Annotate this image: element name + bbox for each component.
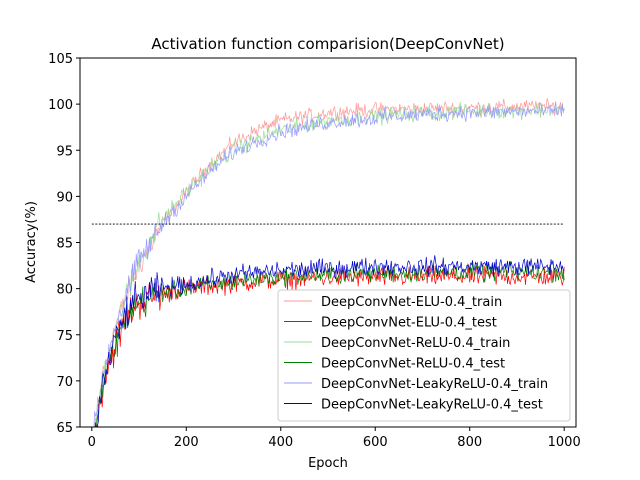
legend-label: DeepConvNet-ReLU-0.4_test [321, 357, 505, 372]
y-tick-label: 80 [56, 283, 73, 298]
y-axis: 65 70 75 80 85 90 95 100 105 [48, 52, 80, 436]
x-axis: 0 200 400 600 800 1000 [88, 427, 581, 450]
x-tick-label: 200 [174, 435, 199, 450]
legend-label: DeepConvNet-ReLU-0.4_train [321, 336, 510, 351]
legend-label: DeepConvNet-ELU-0.4_test [321, 316, 497, 331]
x-axis-label: Epoch [308, 456, 348, 471]
y-tick-label: 95 [56, 144, 73, 159]
y-tick-label: 85 [56, 237, 73, 252]
series-layer [93, 98, 565, 427]
series-line-3 [95, 261, 565, 427]
y-tick-label: 65 [56, 421, 73, 436]
x-tick-label: 600 [363, 435, 388, 450]
series-line-5 [95, 255, 565, 427]
legend: DeepConvNet-ELU-0.4_train DeepConvNet-ELU… [277, 289, 571, 422]
y-tick-label: 100 [48, 98, 73, 113]
x-tick-label: 800 [457, 435, 482, 450]
series-line-4 [93, 101, 565, 427]
y-tick-label: 105 [48, 52, 73, 67]
legend-label: DeepConvNet-LeakyReLU-0.4_test [321, 398, 543, 413]
legend-label: DeepConvNet-LeakyReLU-0.4_train [321, 377, 548, 392]
y-axis-label: Accuracy(%) [24, 201, 39, 283]
y-tick-label: 90 [56, 190, 73, 205]
chart-title: Activation function comparision(DeepConv… [151, 35, 504, 53]
legend-box [277, 289, 571, 422]
x-tick-label: 1000 [548, 435, 581, 450]
y-tick-label: 70 [56, 375, 73, 390]
x-tick-label: 0 [88, 435, 96, 450]
y-tick-label: 75 [56, 329, 73, 344]
series-line-1 [95, 264, 565, 427]
series-line-2 [94, 102, 565, 427]
legend-label: DeepConvNet-ELU-0.4_train [321, 295, 502, 310]
x-tick-label: 400 [268, 435, 293, 450]
